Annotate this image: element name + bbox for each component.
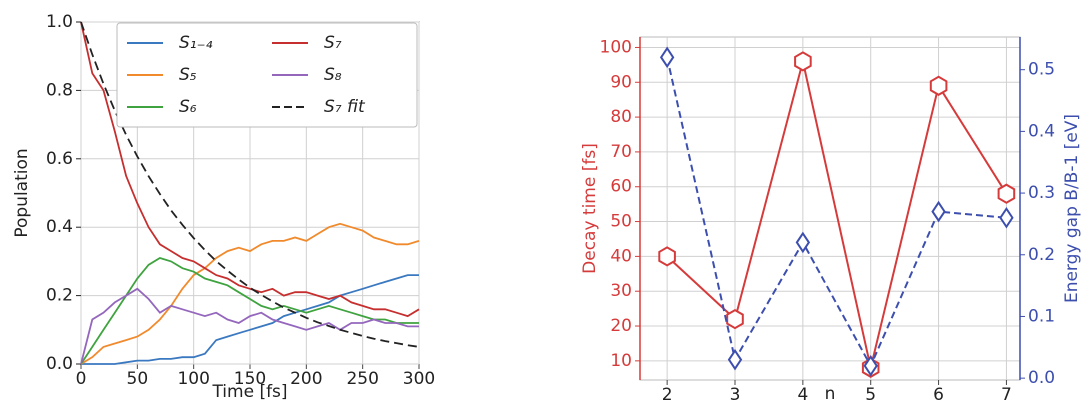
- y-tick-label: 0.0: [46, 354, 73, 374]
- marker: [999, 206, 1014, 229]
- x-tick-label: 250: [346, 369, 378, 389]
- y-tick-label: 90: [610, 72, 632, 92]
- x-tick-label: 3: [730, 385, 741, 401]
- marker: [795, 231, 811, 254]
- x-tick-label: 2: [662, 385, 673, 401]
- x-tick-label: 200: [290, 369, 322, 389]
- y-tick-label: 1.0: [46, 12, 73, 32]
- y-tick-label: 100: [600, 37, 632, 57]
- marker: [997, 183, 1016, 204]
- legend-label: S₇ fit: [324, 97, 366, 117]
- y-tick-label: 80: [610, 107, 632, 127]
- y-tick-label: 0.6: [46, 149, 73, 169]
- series-line: [81, 274, 419, 365]
- marker: [794, 51, 812, 72]
- y-tick-label: 30: [610, 281, 632, 301]
- y2-tick-label: 0.3: [1028, 183, 1055, 203]
- y2-tick-label: 0.1: [1028, 306, 1055, 326]
- y-axis-label: Population: [12, 148, 32, 237]
- marker: [727, 348, 743, 371]
- series-line: [80, 257, 419, 365]
- x-tick-label: 5: [865, 385, 876, 401]
- plot-area: [639, 36, 1021, 381]
- marker: [931, 200, 946, 223]
- x-tick-label: 300: [403, 369, 435, 389]
- y2-tick-label: 0.5: [1028, 60, 1055, 80]
- y-tick-label: 60: [610, 177, 632, 197]
- marker: [658, 246, 676, 267]
- legend-label: S₈: [324, 65, 342, 85]
- y-tick-label: 70: [610, 142, 632, 162]
- x-tick-label: 50: [127, 369, 149, 389]
- y-tick-label: 50: [610, 212, 632, 232]
- series-line: [80, 287, 419, 365]
- y2-tick-label: 0.0: [1028, 368, 1055, 388]
- series-line: [666, 57, 1007, 369]
- y2-axis-label: Energy gap B/B-1 [eV]: [1062, 114, 1082, 303]
- marker: [863, 355, 878, 377]
- y-axis-label: Decay time [fs]: [580, 143, 600, 274]
- x-tick-label: 0: [76, 369, 87, 389]
- legend-label: S₇: [324, 33, 342, 53]
- y-tick-label: 0.4: [46, 217, 73, 237]
- x-axis-label: n: [825, 384, 836, 401]
- x-tick-label: 6: [933, 385, 944, 401]
- x-tick-label: 150: [234, 369, 266, 389]
- series-line: [80, 21, 420, 348]
- x-tick-label: 4: [797, 385, 808, 401]
- y-tick-label: 20: [610, 316, 632, 336]
- y-tick-label: 0.2: [46, 286, 73, 306]
- y-tick-label: 10: [610, 351, 632, 371]
- legend-label: S₆: [179, 97, 197, 117]
- series-line: [80, 222, 420, 365]
- x-axis-label: Time [fs]: [211, 382, 287, 401]
- y2-tick-label: 0.4: [1028, 121, 1055, 141]
- legend-box: [116, 22, 418, 128]
- y-tick-label: 40: [610, 246, 632, 266]
- x-tick-label: 100: [177, 369, 209, 389]
- y-tick-label: 0.8: [46, 80, 73, 100]
- marker: [659, 46, 675, 69]
- y2-tick-label: 0.2: [1028, 245, 1055, 265]
- series-line: [80, 21, 420, 318]
- marker: [929, 75, 948, 96]
- x-tick-label: 7: [1001, 385, 1012, 401]
- legend-label: S₅: [179, 65, 197, 85]
- legend-label: S₁₋₄: [179, 33, 213, 53]
- marker: [726, 308, 744, 330]
